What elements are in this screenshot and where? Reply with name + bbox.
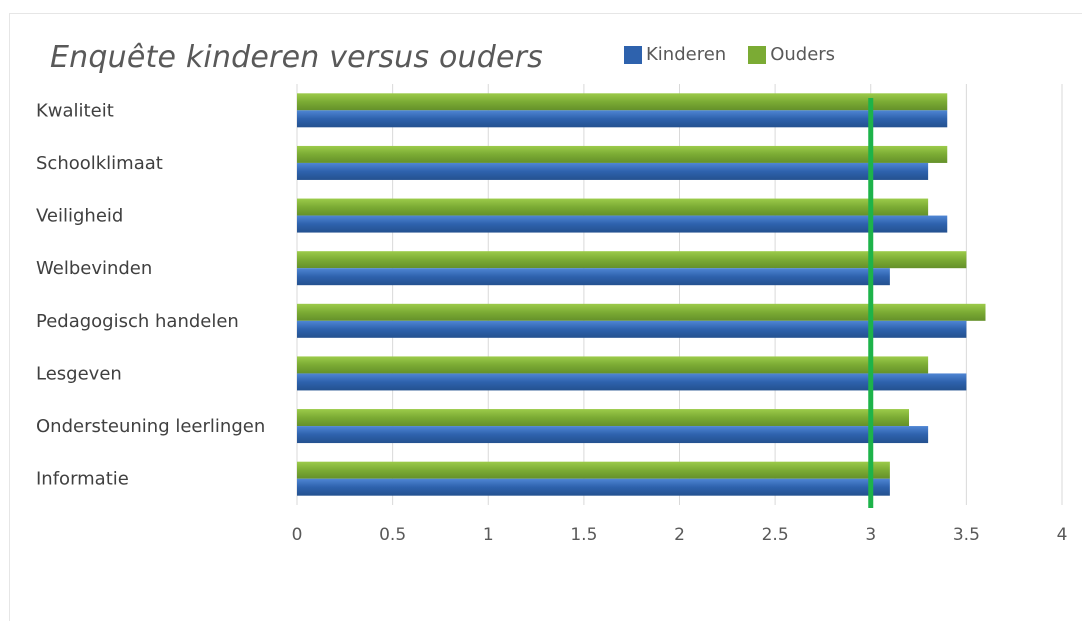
legend-label-kinderen: Kinderen: [646, 44, 727, 65]
bar-ouders: [297, 461, 890, 479]
category-label: Informatie: [36, 469, 129, 490]
bar-ouders: [297, 93, 948, 111]
bar-kinderen: [297, 215, 948, 233]
chart-frame: [9, 13, 1082, 621]
bar-kinderen: [297, 320, 967, 338]
category-label: Pedagogisch handelen: [36, 311, 239, 332]
bar-ouders: [297, 356, 929, 374]
category-label: Welbevinden: [36, 258, 152, 279]
x-tick-label: 3: [865, 525, 876, 545]
bar-ouders: [297, 303, 986, 321]
bar-kinderen: [297, 162, 929, 180]
chart-title: Enquête kinderen versus ouders: [50, 40, 543, 75]
x-tick-label: 2: [674, 525, 685, 545]
bar-ouders: [297, 409, 909, 427]
bar-ouders: [297, 198, 929, 216]
x-tick-label: 0: [292, 525, 303, 545]
legend-swatch-ouders: [748, 45, 767, 64]
category-label: Veiligheid: [36, 206, 123, 227]
x-tick-label: 2.5: [762, 525, 789, 545]
bar-kinderen: [297, 426, 929, 444]
legend-swatch-kinderen: [624, 45, 642, 64]
legend-label-ouders: Ouders: [770, 44, 836, 65]
x-tick-label: 1.5: [570, 525, 597, 545]
x-tick-label: 4: [1057, 525, 1068, 545]
bar-kinderen: [297, 373, 967, 391]
category-label: Ondersteuning leerlingen: [36, 416, 265, 437]
legend-item-ouders: Ouders: [748, 44, 835, 65]
bar-kinderen: [297, 478, 890, 496]
legend-item-kinderen: Kinderen: [624, 44, 726, 65]
bar-ouders: [297, 145, 948, 163]
category-label: Lesgeven: [36, 363, 122, 384]
category-label: Kwaliteit: [36, 100, 114, 121]
x-tick-label: 3.5: [953, 525, 980, 545]
chart-legend: Kinderen Ouders: [624, 44, 857, 65]
bar-kinderen: [297, 268, 890, 286]
x-tick-label: 1: [483, 525, 494, 545]
bar-kinderen: [297, 110, 948, 128]
x-tick-label: 0.5: [379, 525, 406, 545]
bar-ouders: [297, 251, 967, 269]
category-label: Schoolklimaat: [36, 153, 163, 174]
